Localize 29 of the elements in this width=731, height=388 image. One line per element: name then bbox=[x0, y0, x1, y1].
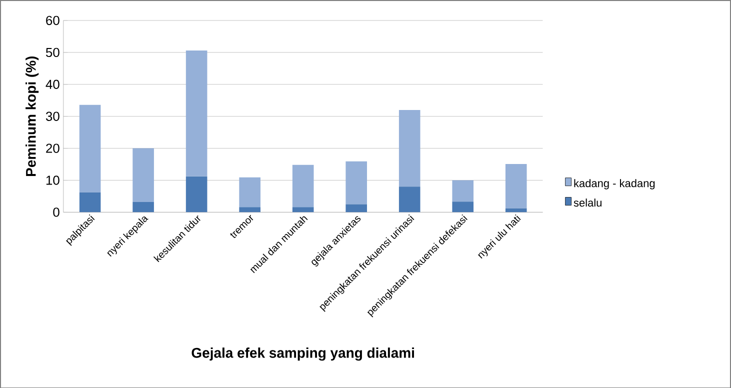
bar bbox=[79, 192, 101, 212]
bar bbox=[398, 110, 420, 186]
bar bbox=[346, 161, 367, 204]
bar bbox=[292, 206, 314, 212]
y-tick-label: 0 bbox=[53, 207, 60, 217]
bar bbox=[292, 164, 314, 207]
y-tick-label: 30 bbox=[46, 112, 60, 121]
bar bbox=[186, 176, 208, 212]
bar bbox=[186, 50, 208, 176]
y-tick-label: 60 bbox=[46, 16, 60, 25]
bar bbox=[452, 201, 474, 212]
bar bbox=[239, 206, 260, 212]
bar bbox=[398, 186, 420, 212]
bar bbox=[346, 204, 367, 212]
bar bbox=[79, 104, 101, 192]
y-tick-label: 50 bbox=[46, 48, 60, 57]
y-tick-label: 20 bbox=[46, 143, 60, 153]
bar bbox=[505, 208, 527, 212]
y-tick-label: 40 bbox=[46, 80, 60, 89]
legend-label: selalu bbox=[574, 198, 602, 206]
x-axis-title: Gejala efek samping yang dialami bbox=[192, 347, 414, 360]
y-axis-title: Peminum kopi (%) bbox=[26, 56, 39, 176]
legend-label: kadang - kadang bbox=[574, 178, 655, 190]
bar bbox=[239, 177, 260, 207]
bar bbox=[505, 164, 527, 208]
y-tick-label: 10 bbox=[46, 175, 60, 185]
bar bbox=[132, 202, 154, 212]
bar bbox=[452, 180, 474, 202]
bar bbox=[132, 148, 154, 202]
